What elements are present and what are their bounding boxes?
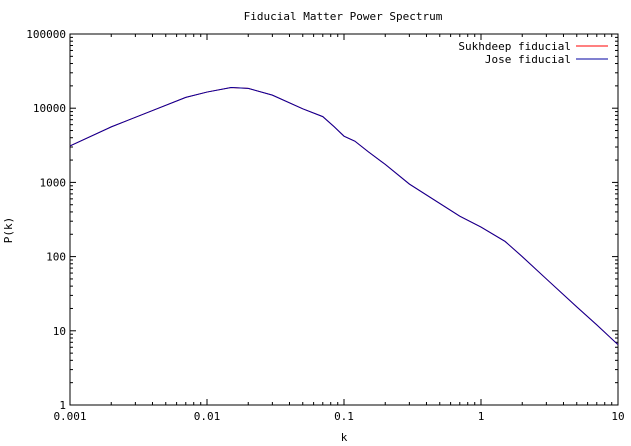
x-tick-label: 0.1 bbox=[334, 410, 354, 423]
series-line-1 bbox=[69, 87, 619, 346]
series-layer bbox=[69, 87, 619, 346]
y-tick-label: 10 bbox=[53, 325, 66, 338]
y-tick-label: 1 bbox=[59, 399, 66, 412]
y-tick-label: 100 bbox=[46, 251, 66, 264]
x-tick-label: 1 bbox=[478, 410, 485, 423]
x-tick-label: 0.01 bbox=[194, 410, 221, 423]
legend-label: Jose fiducial bbox=[485, 53, 571, 66]
x-axis-label: k bbox=[341, 431, 348, 444]
x-axis: 0.001 0.01 0.1 1 10 bbox=[53, 34, 625, 423]
x-tick-label: 10 bbox=[611, 410, 624, 423]
chart-title: Fiducial Matter Power Spectrum bbox=[244, 10, 443, 23]
y-tick-label: 1000 bbox=[40, 176, 67, 189]
legend-label: Sukhdeep fiducial bbox=[458, 40, 571, 53]
series-line-2 bbox=[69, 87, 619, 346]
y-axis-label: P(k) bbox=[2, 217, 15, 244]
plot-frame bbox=[69, 33, 619, 406]
y-tick-label: 10000 bbox=[33, 102, 66, 115]
y-tick-label: 100000 bbox=[26, 28, 66, 41]
x-tick-label: 0.001 bbox=[53, 410, 86, 423]
y-axis: 1 10 100 1000 10000 100000 bbox=[26, 28, 618, 412]
